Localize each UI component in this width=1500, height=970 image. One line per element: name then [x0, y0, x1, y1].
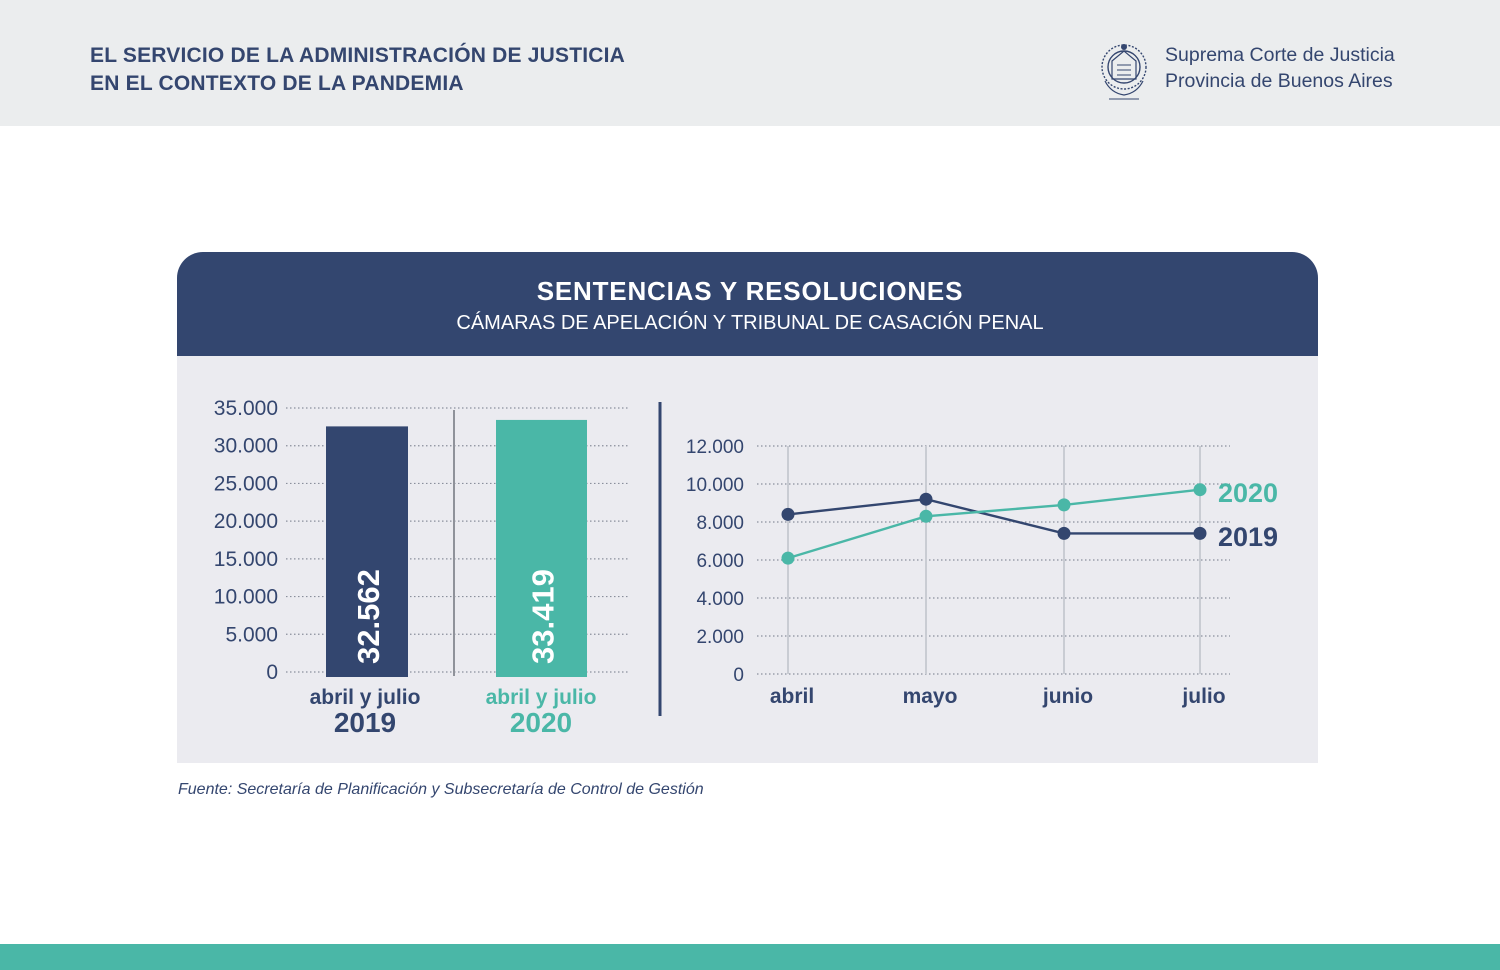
- bar-y-tick-label: 5.000: [225, 623, 278, 646]
- top-header-bar: [0, 0, 1500, 126]
- line-series-2020: [787, 488, 1201, 560]
- court-seal-icon: [1101, 44, 1147, 100]
- line-x-tick-label: julio: [1181, 685, 1225, 708]
- line-y-tick-label: 6.000: [696, 551, 744, 572]
- bar-y-tick-label: 20.000: [214, 510, 278, 533]
- line-x-tick-label: abril: [770, 685, 814, 708]
- bar-y-tick-label: 30.000: [214, 435, 278, 458]
- line-y-tick-label: 12.000: [686, 437, 744, 458]
- bar-category-year: 2020: [510, 707, 572, 738]
- document-title-line2: EN EL CONTEXTO DE LA PANDEMIA: [90, 72, 464, 95]
- line-series-2019: [787, 497, 1200, 535]
- panel-subtitle: CÁMARAS DE APELACIÓN Y TRIBUNAL DE CASAC…: [456, 312, 1044, 334]
- line-point-2019: [919, 492, 933, 506]
- bar-y-tick-label: 10.000: [214, 586, 278, 609]
- line-point-2020: [1057, 498, 1071, 512]
- bar-y-tick-label: 15.000: [214, 548, 278, 571]
- line-y-tick-label: 0: [733, 665, 744, 686]
- bar-y-tick-label: 0: [266, 661, 278, 684]
- panel-header: [177, 252, 1318, 356]
- bar-category-label: abril y julio: [486, 686, 597, 709]
- footer-strip: [0, 944, 1500, 970]
- bar-2020: [496, 419, 587, 677]
- line-point-2019: [781, 507, 795, 521]
- line-point-2020: [1193, 483, 1207, 497]
- bar-category-label: abril y julio: [310, 686, 421, 709]
- institution-line1: Suprema Corte de Justicia: [1165, 44, 1395, 66]
- line-y-tick-label: 8.000: [696, 513, 744, 534]
- institution-name: Suprema Corte de Justicia Provincia de B…: [1165, 42, 1395, 94]
- bar-2019: [326, 426, 408, 677]
- line-y-tick-label: 4.000: [696, 589, 744, 610]
- institution-line2: Provincia de Buenos Aires: [1165, 70, 1393, 92]
- line-x-tick-label: mayo: [903, 685, 958, 708]
- bar-value-label: 32.562: [351, 569, 386, 664]
- line-point-2020: [919, 509, 933, 523]
- bar-category-year: 2019: [334, 707, 396, 738]
- line-point-2019: [1057, 526, 1071, 540]
- bar-value-label: 33.419: [526, 569, 561, 664]
- panel-title: SENTENCIAS Y RESOLUCIONES: [536, 276, 964, 306]
- line-point-2019: [1193, 526, 1207, 540]
- source-note: Fuente: Secretaría de Planificación y Su…: [178, 781, 704, 798]
- bar-y-tick-label: 35.000: [214, 397, 278, 420]
- legend-label-2020: 2020: [1218, 478, 1278, 508]
- document-title-line1: EL SERVICIO DE LA ADMINISTRACIÓN DE JUST…: [90, 44, 626, 67]
- document-title: EL SERVICIO DE LA ADMINISTRACIÓN DE JUST…: [90, 42, 625, 98]
- line-y-tick-label: 2.000: [696, 627, 744, 648]
- line-point-2020: [781, 551, 795, 565]
- line-y-tick-label: 10.000: [686, 475, 744, 496]
- bar-y-tick-label: 25.000: [214, 472, 278, 495]
- legend-label-2019: 2019: [1218, 522, 1278, 552]
- line-x-tick-label: junio: [1042, 685, 1093, 708]
